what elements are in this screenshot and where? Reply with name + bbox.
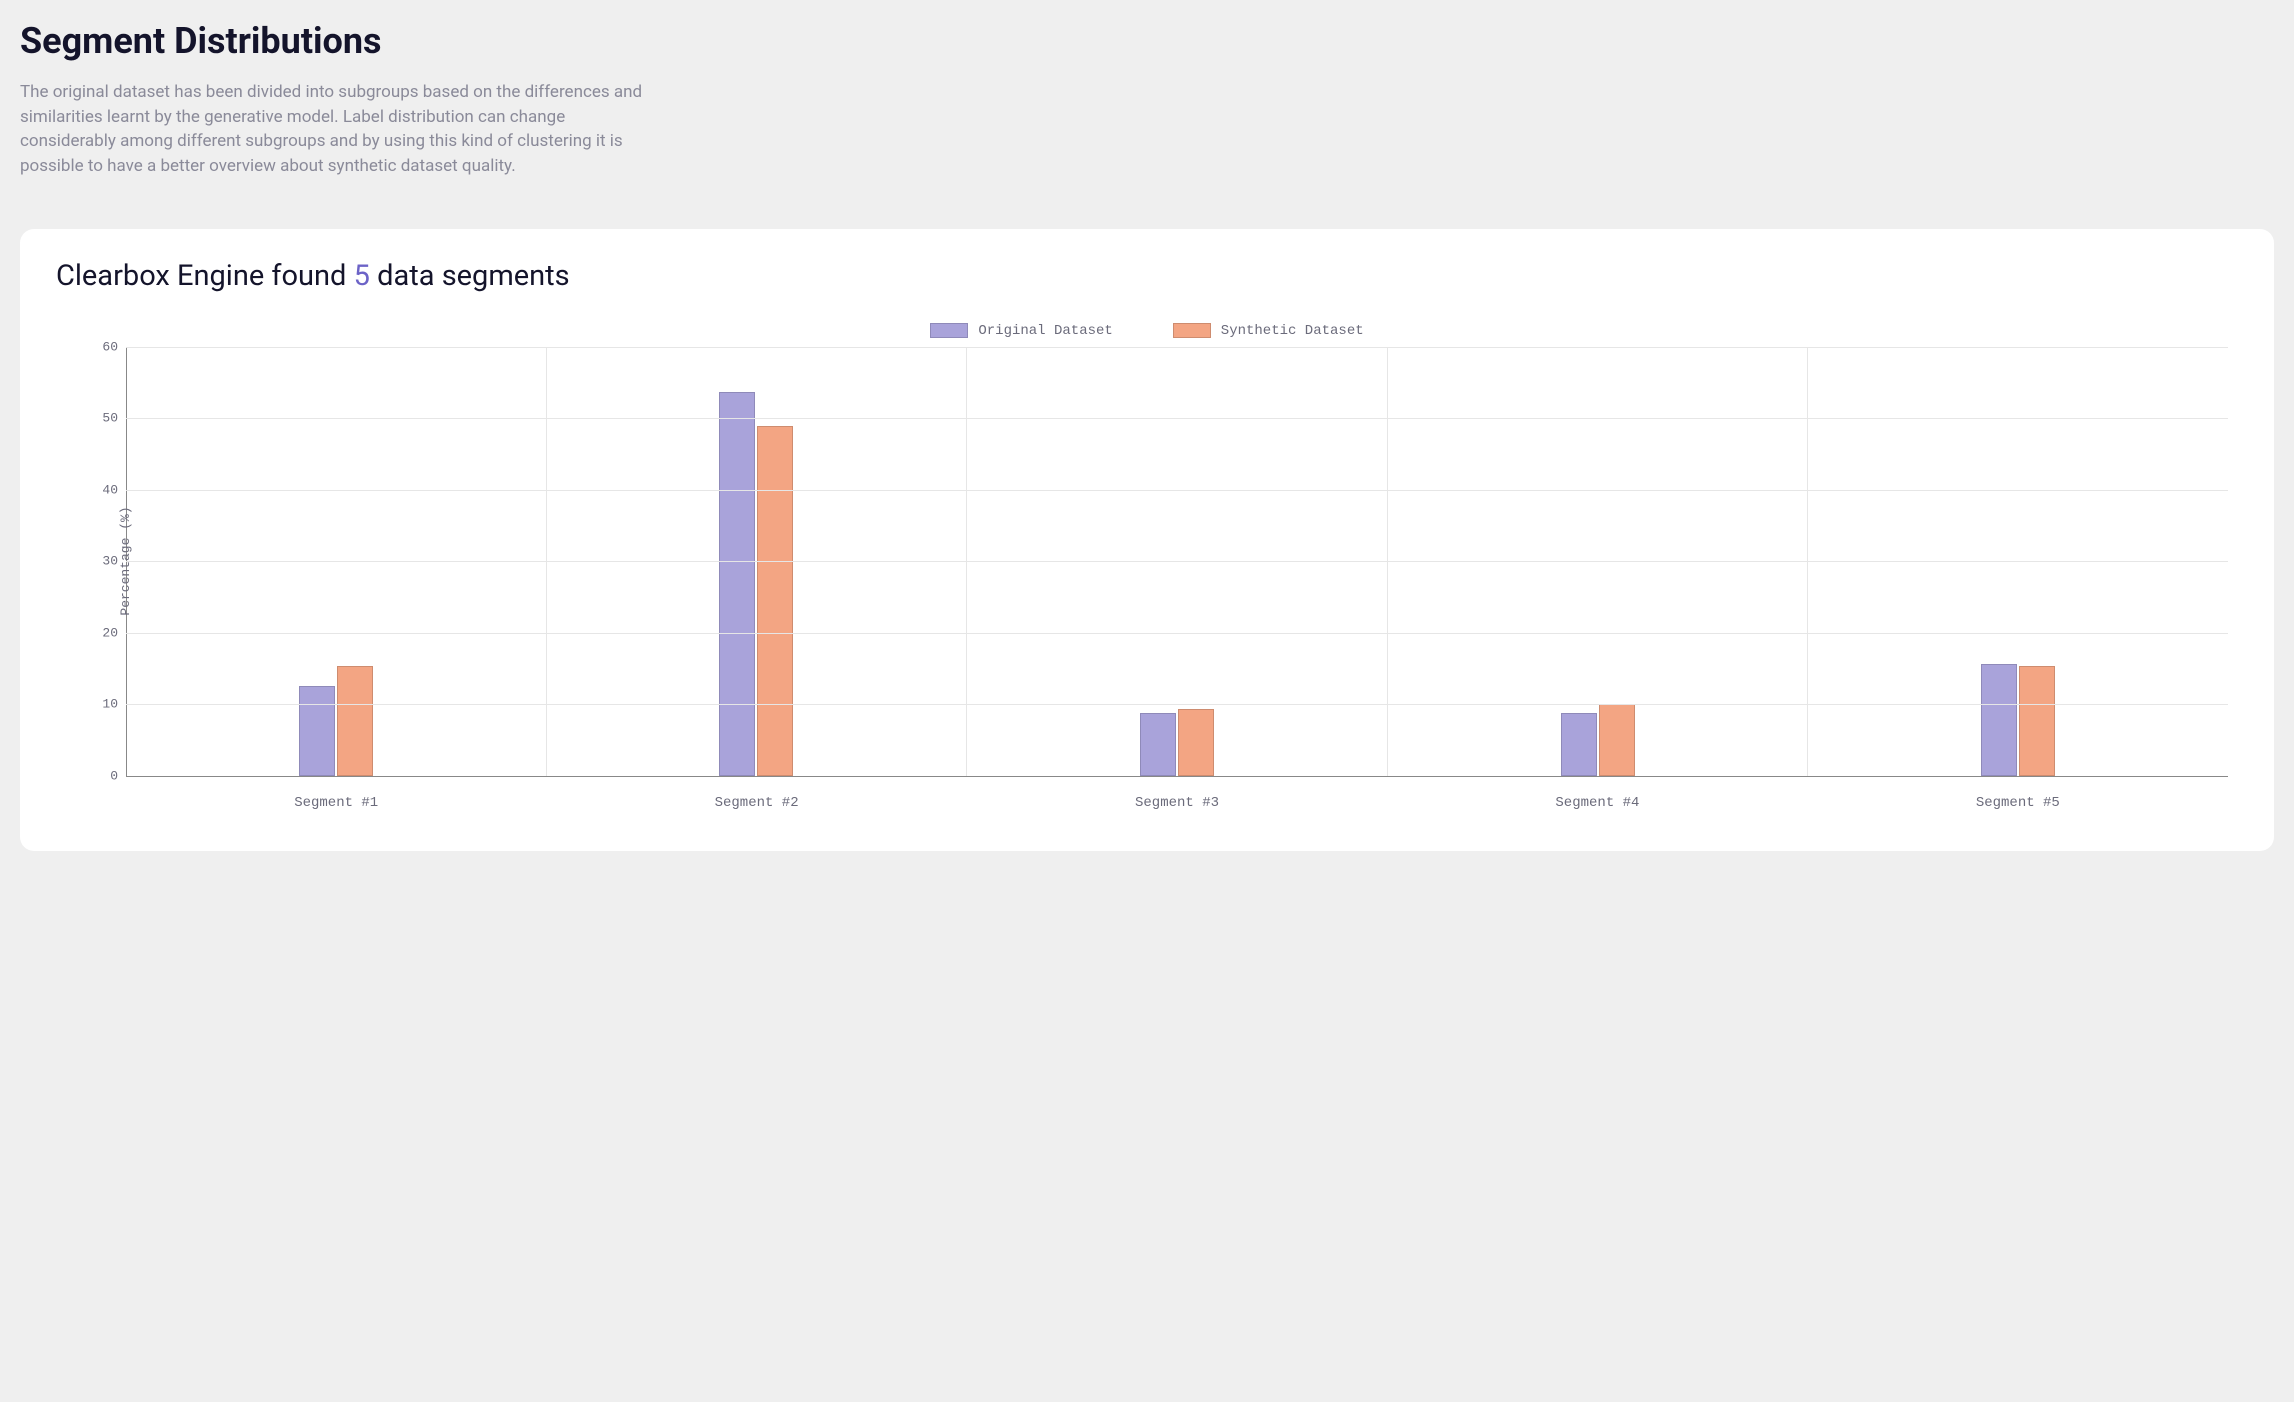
x-tick-label: Segment #3 <box>967 795 1387 811</box>
gridline <box>126 633 2228 634</box>
chart-card: Clearbox Engine found 5 data segments Or… <box>20 229 2274 851</box>
bar-pair <box>1561 704 1635 776</box>
legend-label: Original Dataset <box>978 323 1112 339</box>
y-tick-label: 10 <box>90 697 118 712</box>
page-title: Segment Distributions <box>20 20 2274 62</box>
y-tick-label: 30 <box>90 554 118 569</box>
bar-pair <box>299 666 373 776</box>
gridline <box>126 490 2228 491</box>
x-axis-labels: Segment #1Segment #2Segment #3Segment #4… <box>126 795 2228 811</box>
chart-container: Original Dataset Synthetic Dataset Percen… <box>56 323 2238 811</box>
y-tick-label: 50 <box>90 411 118 426</box>
y-tick-label: 20 <box>90 625 118 640</box>
legend-item[interactable]: Original Dataset <box>930 323 1112 339</box>
y-tick-label: 0 <box>90 768 118 783</box>
card-title: Clearbox Engine found 5 data segments <box>56 259 2238 293</box>
legend-label: Synthetic Dataset <box>1221 323 1364 339</box>
x-tick-label: Segment #5 <box>1808 795 2228 811</box>
card-title-suffix: data segments <box>370 259 570 293</box>
gridline <box>126 561 2228 562</box>
gridline <box>126 418 2228 419</box>
y-tick-label: 60 <box>90 339 118 354</box>
bar[interactable] <box>757 426 793 776</box>
legend-swatch <box>930 323 968 338</box>
bar[interactable] <box>1140 713 1176 775</box>
bar[interactable] <box>1561 713 1597 775</box>
bar[interactable] <box>337 666 373 776</box>
gridline <box>126 704 2228 705</box>
bar-pair <box>1981 664 2055 775</box>
x-tick-label: Segment #4 <box>1387 795 1807 811</box>
bar-pair <box>719 392 793 775</box>
legend-swatch <box>1173 323 1211 338</box>
bar[interactable] <box>1599 704 1635 776</box>
x-tick-label: Segment #2 <box>546 795 966 811</box>
chart-plot-area: Percentage (%) 0102030405060 <box>126 347 2228 777</box>
bar[interactable] <box>1981 664 2017 775</box>
card-title-prefix: Clearbox Engine found <box>56 259 354 293</box>
gridline <box>126 347 2228 348</box>
bar[interactable] <box>299 686 335 776</box>
page-description: The original dataset has been divided in… <box>20 80 660 179</box>
bar[interactable] <box>719 392 755 775</box>
legend-item[interactable]: Synthetic Dataset <box>1173 323 1364 339</box>
segment-count: 5 <box>354 259 370 293</box>
bar[interactable] <box>1178 709 1214 776</box>
y-tick-label: 40 <box>90 482 118 497</box>
bar-pair <box>1140 709 1214 776</box>
chart-legend: Original Dataset Synthetic Dataset <box>56 323 2238 339</box>
x-tick-label: Segment #1 <box>126 795 546 811</box>
bar[interactable] <box>2019 666 2055 776</box>
